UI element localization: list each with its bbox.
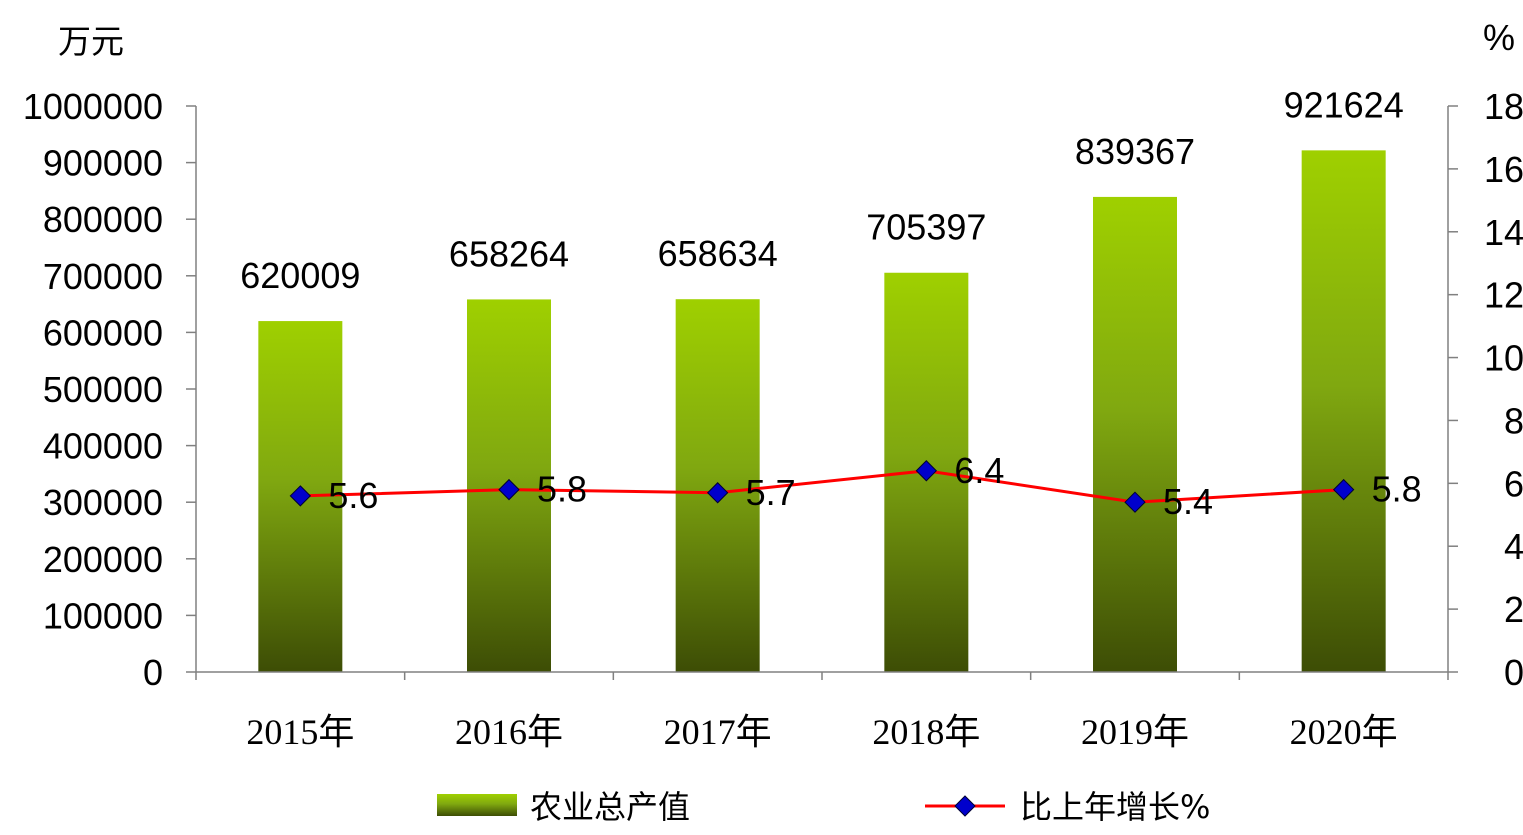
- legend-bar-swatch: [437, 794, 517, 816]
- category-label: 2015年: [246, 712, 354, 752]
- left-tick-label: 400000: [43, 426, 163, 467]
- bar-series: [258, 150, 1386, 672]
- right-tick-label: 4: [1504, 526, 1523, 567]
- growth-line: [300, 469, 1344, 504]
- left-tick-label: 300000: [43, 482, 163, 523]
- right-tick-label: 10: [1484, 338, 1523, 379]
- left-tick-label: 0: [143, 652, 163, 693]
- bar-value-label: 705397: [866, 207, 986, 248]
- category-label: 2018年: [872, 712, 980, 752]
- line-marker: [1332, 478, 1355, 501]
- right-tick-label: 0: [1504, 652, 1523, 693]
- legend-line-label: 比上年增长%: [1020, 788, 1210, 826]
- right-tick-label: 8: [1504, 400, 1523, 441]
- legend-bar-label: 农业总产值: [530, 788, 690, 826]
- right-tick-label: 16: [1484, 149, 1523, 190]
- category-label: 2017年: [664, 712, 772, 752]
- legend: 农业总产值 比上年增长%: [437, 788, 1210, 826]
- left-axis-unit: 万元: [58, 22, 124, 61]
- line-marker: [706, 482, 729, 504]
- right-axis-unit: %: [1483, 17, 1515, 58]
- left-tick-label: 700000: [43, 256, 163, 297]
- left-axis-ticks: 0 100000 200000 300000 400000 500000 600000 700…: [23, 86, 196, 693]
- line-marker: [1124, 491, 1146, 513]
- line-value-label: 5.8: [1372, 469, 1422, 510]
- line-marker: [498, 478, 520, 501]
- line-data-labels: 5.6 5.8 5.7 6.4 5.4 5.8: [328, 450, 1421, 522]
- left-tick-label: 1000000: [23, 86, 163, 127]
- right-tick-label: 2: [1504, 589, 1523, 630]
- line-marker: [289, 485, 312, 507]
- right-tick-label: 14: [1484, 212, 1523, 253]
- line-series: [289, 460, 1355, 513]
- legend-line-marker: [954, 795, 976, 817]
- left-tick-label: 200000: [43, 539, 163, 580]
- bar: [1301, 150, 1386, 672]
- line-value-label: 5.6: [328, 475, 378, 516]
- right-axis-ticks: 0 2 4 6 8 10 12 14 16 18: [1448, 86, 1523, 693]
- category-axis-labels: 2015年 2016年 2017年 2018年 2019年 2020年: [246, 712, 1397, 752]
- bar-value-label: 839367: [1075, 131, 1195, 172]
- left-tick-label: 900000: [43, 143, 163, 184]
- bar-value-label: 921624: [1284, 84, 1404, 125]
- bar-data-labels: 620009 658264 658634 705397 839367 921624: [240, 84, 1403, 296]
- right-tick-label: 12: [1484, 275, 1523, 316]
- axes: [195, 106, 1449, 680]
- line-value-label: 5.8: [537, 469, 587, 510]
- bar: [1093, 196, 1177, 672]
- category-label: 2019年: [1081, 712, 1189, 752]
- left-tick-label: 500000: [43, 369, 163, 410]
- bar-value-label: 620009: [240, 255, 360, 296]
- right-tick-label: 18: [1484, 86, 1523, 127]
- category-label: 2020年: [1290, 712, 1398, 752]
- line-value-label: 5.4: [1163, 481, 1213, 522]
- bar-value-label: 658634: [658, 233, 778, 274]
- left-tick-label: 800000: [43, 199, 163, 240]
- line-value-label: 6.4: [954, 450, 1004, 491]
- right-tick-label: 6: [1504, 463, 1523, 504]
- line-value-label: 5.7: [746, 472, 796, 513]
- category-label: 2016年: [455, 712, 563, 752]
- left-tick-label: 600000: [43, 312, 163, 353]
- bar-value-label: 658264: [449, 233, 569, 274]
- line-marker: [915, 460, 938, 482]
- left-tick-label: 100000: [43, 595, 163, 636]
